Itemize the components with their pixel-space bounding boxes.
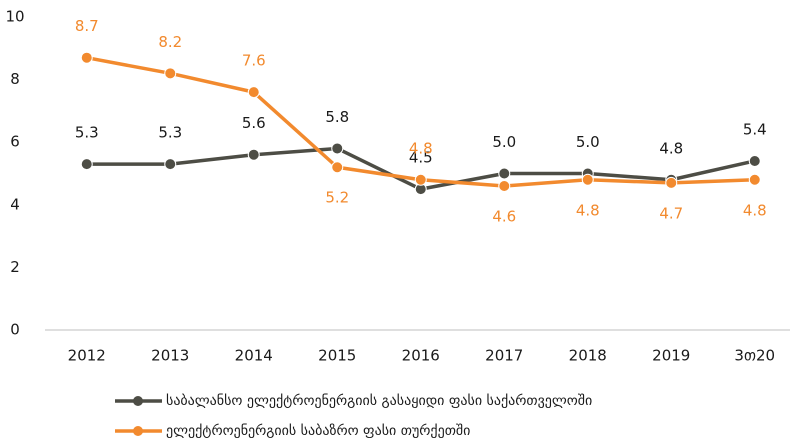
x-tick-label: 2016 (402, 347, 440, 365)
data-label: 5.6 (242, 114, 266, 132)
y-tick-label: 2 (10, 258, 20, 276)
data-label: 5.3 (75, 124, 99, 142)
marker (748, 154, 761, 167)
marker (748, 173, 761, 186)
legend-label: საბალანსო ელექტროენერგიის გასაყიდი ფასი … (166, 392, 592, 409)
marker (331, 142, 344, 155)
data-label: 8.2 (158, 33, 182, 51)
data-label: 4.7 (659, 204, 683, 222)
marker (247, 148, 260, 161)
data-label: 4.5 (409, 149, 433, 167)
y-tick-label: 0 (10, 321, 20, 339)
data-label: 4.8 (659, 139, 683, 157)
x-tick-label: 2018 (569, 347, 607, 365)
x-tick-label: 2013 (151, 347, 189, 365)
x-tick-label: 2014 (235, 347, 273, 365)
x-tick-label: 2015 (318, 347, 356, 365)
marker (581, 173, 594, 186)
y-tick-label: 8 (10, 70, 20, 88)
data-label: 5.8 (325, 108, 349, 126)
data-label: 4.8 (409, 139, 433, 157)
series-line (86, 55, 755, 188)
x-tick-label: 3თ20 (734, 347, 775, 365)
legend-marker (133, 426, 143, 436)
y-tick-label: 6 (10, 133, 20, 151)
legend-label: ელექტროენერგიის საბაზრო ფასი თურქეთში (166, 422, 470, 439)
marker (80, 158, 93, 171)
marker (331, 161, 344, 174)
marker (80, 51, 93, 64)
data-label: 4.6 (492, 208, 516, 226)
marker (247, 86, 260, 99)
data-label: 4.8 (743, 201, 767, 219)
legend-marker (133, 396, 143, 406)
data-label: 8.7 (75, 17, 99, 35)
marker (164, 67, 177, 80)
marker (498, 167, 511, 180)
data-label: 5.2 (325, 189, 349, 207)
y-tick-label: 10 (5, 8, 24, 26)
x-tick-label: 2012 (68, 347, 106, 365)
x-tick-label: 2019 (652, 347, 690, 365)
data-label: 5.3 (158, 124, 182, 142)
marker (498, 180, 511, 193)
data-label: 7.6 (242, 52, 266, 70)
marker (414, 173, 427, 186)
data-label: 5.0 (492, 133, 516, 151)
y-tick-label: 4 (10, 195, 20, 213)
marker (164, 158, 177, 171)
data-label: 5.0 (576, 133, 600, 151)
x-tick-label: 2017 (485, 347, 523, 365)
data-label: 5.4 (743, 120, 767, 138)
marker (665, 176, 678, 189)
data-label: 4.8 (576, 201, 600, 219)
